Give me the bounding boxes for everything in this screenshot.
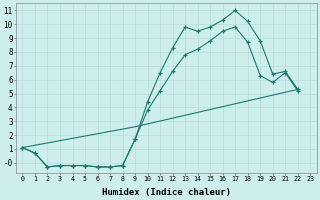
X-axis label: Humidex (Indice chaleur): Humidex (Indice chaleur) bbox=[102, 188, 231, 197]
